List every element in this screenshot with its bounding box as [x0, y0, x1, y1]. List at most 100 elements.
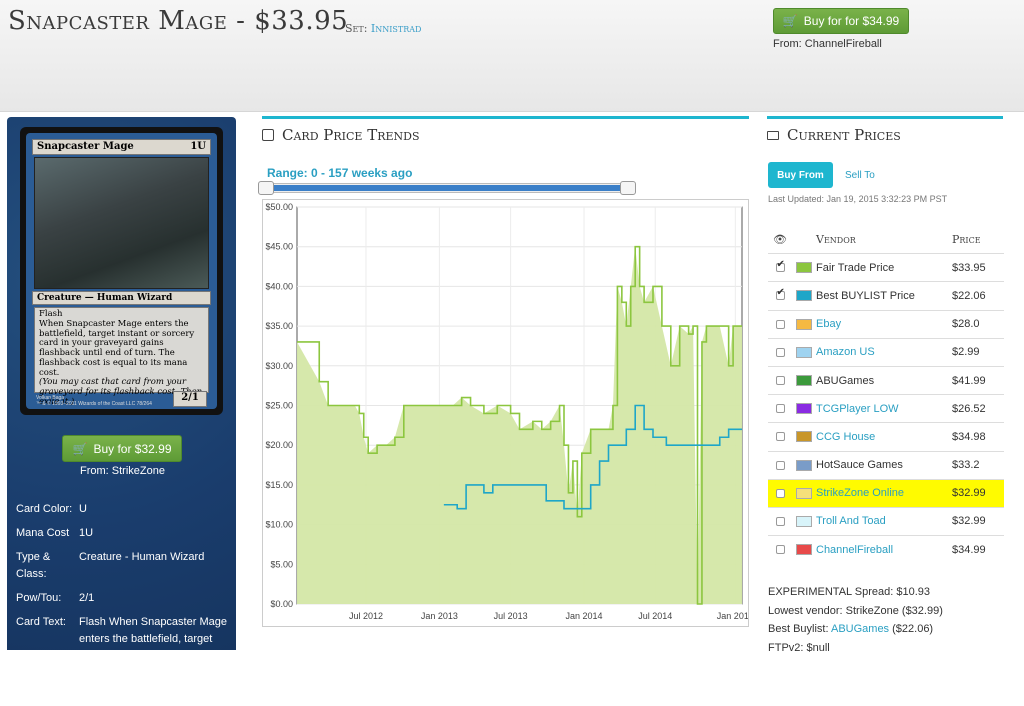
vendor-price: $33.95 — [952, 261, 986, 274]
y-tick-label: $50.00 — [265, 202, 293, 212]
vendor-name[interactable]: CCG House — [816, 430, 876, 443]
last-updated: Last Updated: Jan 19, 2015 3:32:23 PM PS… — [768, 194, 948, 204]
detail-key: Type & Class: — [16, 551, 51, 581]
card-image[interactable]: Snapcaster Mage 1U Creature — Human Wiza… — [20, 127, 223, 415]
vendor-row: ABUGames $41.99 — [768, 365, 1004, 394]
buy-side-button[interactable]: 🛒 Buy for $32.99 — [62, 435, 182, 462]
detail-value: 1U — [79, 527, 94, 540]
lowest-vendor-text: Lowest vendor: StrikeZone ($32.99) — [768, 604, 943, 617]
y-tick-label: $25.00 — [265, 401, 293, 411]
vendor-color-swatch — [796, 487, 812, 499]
best-buylist-vendor-link[interactable]: ABUGames — [830, 623, 890, 636]
x-tick-label: Jan 2014 — [566, 611, 603, 621]
vendor-checkbox[interactable] — [775, 347, 785, 357]
x-tick-label: Jan 2013 — [421, 611, 458, 621]
range-handle-end[interactable] — [620, 181, 636, 195]
detail-key: Card Color: — [16, 503, 73, 515]
detail-row: Type & Class: Creature - Human Wizard — [16, 549, 230, 583]
y-tick-label: $10.00 — [265, 520, 293, 530]
eye-icon: 👁 — [773, 232, 787, 246]
price-chart[interactable]: $0.00 $5.00 $10.00 $15.00 $20.00 $25.00 $30.00… — [262, 199, 749, 627]
series-line — [443, 404, 742, 510]
card-sidebar: Snapcaster Mage 1U Creature — Human Wiza… — [7, 117, 236, 696]
y-tick-label: $40.00 — [265, 281, 293, 291]
vendor-price: $26.52 — [952, 402, 986, 415]
vendor-color-swatch — [796, 515, 812, 527]
x-tick-label: Jul 2013 — [494, 611, 528, 621]
detail-key: Pow/Tou: — [16, 592, 62, 605]
vendor-row: Troll And Toad $32.99 — [768, 506, 1004, 535]
detail-value: Creature - Human Wizard — [79, 551, 205, 564]
set-label: Set: — [345, 22, 368, 35]
buy-top-button[interactable]: 🛒 Buy for for $34.99 — [773, 8, 909, 34]
x-tick-label: Jul 2014 — [638, 611, 672, 621]
series-area — [297, 246, 742, 604]
vendor-color-swatch — [796, 290, 812, 302]
vendor-checkbox[interactable] — [775, 259, 785, 273]
detail-value: 2/1 — [79, 592, 95, 605]
vendor-row: HotSauce Games $33.2 — [768, 450, 1004, 479]
card-art — [34, 157, 209, 289]
vendor-checkbox[interactable] — [775, 287, 785, 301]
card-details: Card Color: U Mana Cost 1U Type & Class:… — [16, 501, 230, 706]
vendor-checkbox[interactable] — [775, 488, 785, 498]
x-tick-label: Jan 2015 — [717, 611, 748, 621]
trends-heading: Card Price Trends — [262, 116, 749, 145]
detail-key: Mana Cost — [16, 527, 70, 540]
vendor-checkbox[interactable] — [775, 516, 785, 526]
range-handle-start[interactable] — [258, 181, 274, 195]
page-title: Snapcaster Mage - $33.95 — [8, 6, 349, 36]
card-keyword: Flash — [39, 309, 63, 319]
vendor-name[interactable]: Ebay — [816, 318, 842, 331]
vendor-price: $2.99 — [952, 346, 980, 359]
vendor-color-swatch — [796, 544, 812, 556]
price-chart-svg: $0.00 $5.00 $10.00 $15.00 $20.00 $25.00 $30.00… — [265, 202, 748, 621]
buy-side-vendor: From: StrikeZone — [80, 465, 165, 477]
vendor-row: StrikeZone Online $32.99 — [768, 478, 1004, 507]
set-link[interactable]: Innistrad — [370, 22, 422, 35]
card-artist: Volkan Baga — [36, 395, 65, 401]
vendor-row: Amazon US $2.99 — [768, 337, 1004, 366]
y-tick-label: $35.00 — [265, 321, 293, 331]
vendor-name: Fair Trade Price — [816, 261, 895, 274]
best-buylist-text: Best Buylist: ABUGames ($22.06) — [768, 620, 943, 639]
vendor-checkbox[interactable] — [775, 432, 785, 442]
vendor-color-swatch — [796, 403, 812, 415]
vendor-checkbox[interactable] — [775, 545, 785, 555]
card-reminder-text: (You may cast that card from your gravey… — [39, 377, 203, 407]
card-copyright: ™ & © 1993–2011 Wizards of the Coast LLC… — [36, 401, 152, 407]
card-mana: 1U — [190, 141, 206, 152]
prices-heading: Current Prices — [767, 116, 1003, 145]
vendor-checkbox[interactable] — [775, 460, 785, 470]
vendor-name[interactable]: Amazon US — [816, 346, 875, 359]
detail-row: Card Text: Flash When Snapcaster Mage en… — [16, 614, 230, 699]
range-label: Range: 0 - 157 weeks ago — [267, 166, 413, 180]
prices-heading-label: Current Prices — [787, 126, 901, 144]
vendor-checkbox[interactable] — [775, 404, 785, 414]
vendor-checkbox[interactable] — [775, 319, 785, 329]
buy-side-label: Buy for $32.99 — [93, 441, 172, 456]
vendor-name[interactable]: Troll And Toad — [816, 515, 886, 528]
price-column-header: Price — [952, 232, 981, 246]
card-power-toughness: 2/1 — [173, 391, 207, 407]
vendor-name[interactable]: ChannelFireball — [816, 543, 894, 556]
vendor-name[interactable]: StrikeZone Online — [816, 487, 905, 500]
cart-icon: 🛒 — [72, 441, 88, 456]
vendor-color-swatch — [796, 346, 812, 358]
vendor-price: $33.2 — [952, 459, 980, 472]
range-slider[interactable] — [258, 181, 636, 195]
vendor-checkbox[interactable] — [775, 376, 785, 386]
tab-sell-to[interactable]: Sell To — [845, 170, 875, 181]
card-rules-text: When Snapcaster Mage enters the battlefi… — [39, 318, 195, 378]
vendor-row: CCG House $34.98 — [768, 422, 1004, 450]
y-tick-label: $45.00 — [265, 242, 293, 252]
range-fill — [267, 185, 627, 191]
detail-row: Card Color: U — [16, 501, 230, 518]
series-line — [297, 245, 742, 605]
tab-buy-from[interactable]: Buy From — [768, 162, 833, 188]
y-tick-label: $20.00 — [265, 440, 293, 450]
vendor-table-header: 👁 Vendor Price — [768, 225, 1004, 253]
vendor-name[interactable]: TCGPlayer LOW — [816, 402, 899, 415]
trends-heading-label: Card Price Trends — [282, 126, 420, 144]
calendar-icon — [262, 129, 274, 141]
